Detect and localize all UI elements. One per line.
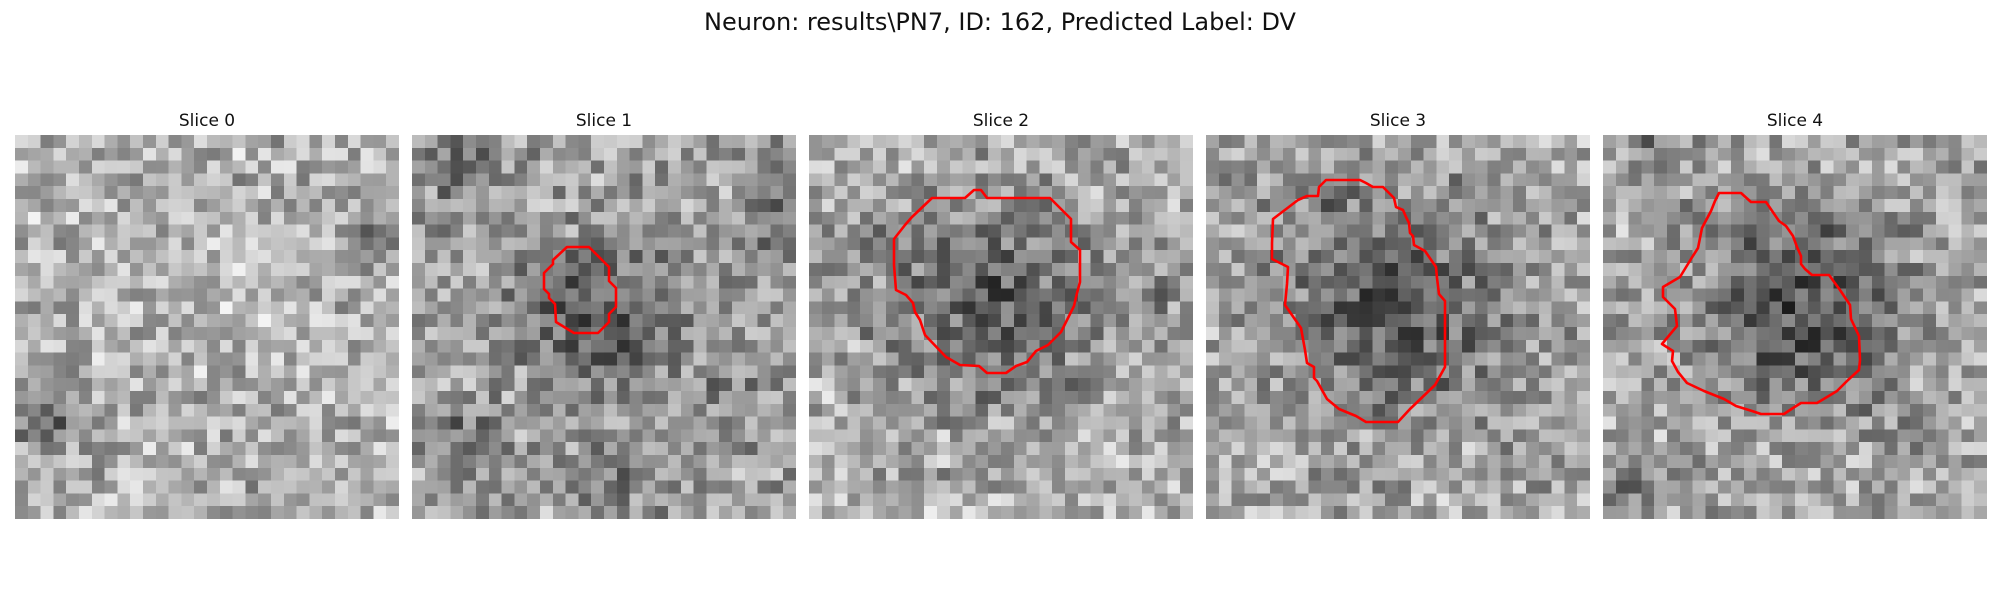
slice-image xyxy=(809,135,1193,519)
slice-image-svg xyxy=(412,135,796,519)
segmentation-contour xyxy=(542,245,618,335)
slice-title: Slice 1 xyxy=(575,111,633,131)
slice-panel-4: Slice 4 xyxy=(1603,108,1987,519)
slice-pixels xyxy=(412,135,796,519)
slice-panel-0: Slice 0 xyxy=(15,108,399,519)
slice-panel-1: Slice 1 xyxy=(412,108,796,519)
segmentation-contour xyxy=(892,188,1082,375)
slice-image xyxy=(1206,135,1590,519)
slice-panel-2: Slice 2 xyxy=(809,108,1193,519)
slice-image xyxy=(15,135,399,519)
slice-pixels xyxy=(1206,135,1590,519)
slice-image xyxy=(1603,135,1987,519)
slice-image xyxy=(412,135,796,519)
slice-panel-3: Slice 3 xyxy=(1206,108,1590,519)
slice-pixels xyxy=(15,135,399,519)
slice-pixels xyxy=(1603,135,1987,519)
slice-image-svg xyxy=(15,135,399,519)
slice-image-svg xyxy=(1603,135,1987,519)
segmentation-contour xyxy=(1660,191,1862,416)
slice-title: Slice 3 xyxy=(1369,111,1427,131)
segmentation-contour xyxy=(1270,178,1447,424)
figure-title: Neuron: results\PN7, ID: 162, Predicted … xyxy=(704,8,1296,36)
slice-title: Slice 0 xyxy=(178,111,236,131)
slice-pixels xyxy=(809,135,1193,519)
slice-image-svg xyxy=(1206,135,1590,519)
slice-title: Slice 4 xyxy=(1766,111,1824,131)
slice-image-svg xyxy=(809,135,1193,519)
slice-title: Slice 2 xyxy=(972,111,1030,131)
